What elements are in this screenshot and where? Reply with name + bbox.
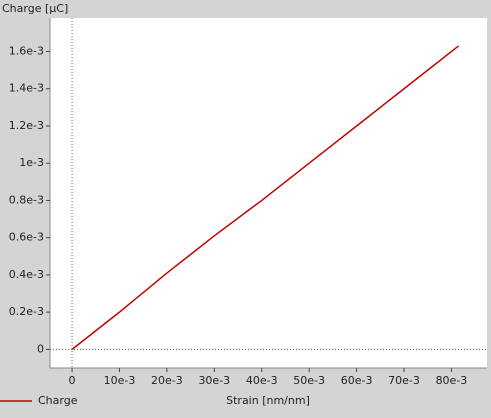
x-tick-label: 20e-3 [151,374,183,387]
x-tick-label: 30e-3 [198,374,230,387]
x-tick-label: 0 [69,374,76,387]
x-tick-label: 80e-3 [436,374,468,387]
x-tick-label: 70e-3 [388,374,420,387]
y-tick-label: 1.2e-3 [9,119,44,132]
x-axis-label: Strain [nm/nm] [226,394,310,407]
y-axis-label: Charge [µC] [2,2,68,15]
data-line [71,45,460,350]
y-tick-label: 0.8e-3 [9,193,44,206]
y-tick-label: 1.4e-3 [9,82,44,95]
x-tick-label: 60e-3 [341,374,373,387]
y-tick-label: 1.6e-3 [9,45,44,58]
y-tick-label: 0.4e-3 [9,268,44,281]
x-tick-label: 50e-3 [293,374,325,387]
y-tick-label: 0 [37,342,44,355]
y-tick-label: 0.6e-3 [9,231,44,244]
x-tick-label: 40e-3 [246,374,278,387]
y-tick-label: 1e-3 [19,156,44,169]
legend-label: Charge [38,394,78,407]
y-tick-label: 0.2e-3 [9,305,44,318]
x-tick-label: 10e-3 [104,374,136,387]
